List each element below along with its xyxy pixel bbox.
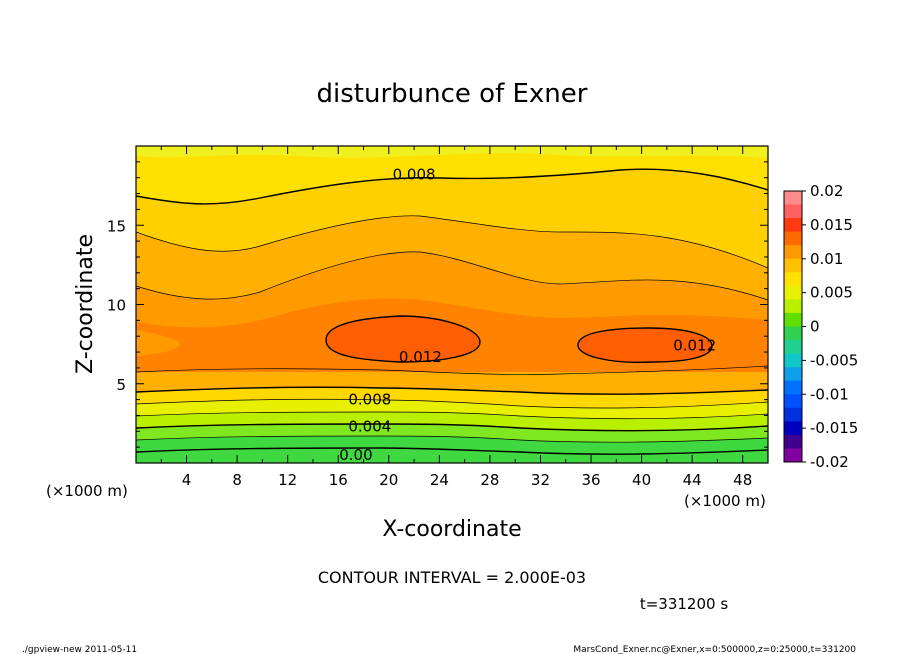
x-tick-label: 20 (379, 471, 398, 489)
x-tick-label: 48 (733, 471, 752, 489)
colorbar-swatch (784, 421, 802, 436)
contour-label: 0.00 (339, 446, 372, 464)
colorbar-swatch (784, 258, 802, 273)
colorbar-swatch (784, 448, 802, 463)
contour-label: 0.012 (399, 348, 442, 366)
contour-label: 0.012 (673, 337, 716, 355)
colorbar-swatch (784, 340, 802, 355)
colorbar-swatch (784, 312, 802, 327)
x-unit-right: (×1000 m) (684, 492, 766, 510)
contour-labels: 0.008 0.012 0.012 0.008 0.004 0.00 (339, 166, 716, 465)
colorbar-swatch (784, 367, 802, 382)
x-tick-label: 24 (430, 471, 449, 489)
colorbar-swatch (784, 191, 802, 206)
x-tick-label: 16 (329, 471, 348, 489)
colorbar-label: -0.02 (810, 453, 849, 471)
colorbar-label: -0.005 (810, 351, 858, 369)
footer-right: MarsCond_Exner.nc@Exner,x=0:500000,z=0:2… (573, 645, 856, 654)
y-axis-label: Z-coordinate (73, 234, 98, 374)
footer-left: ./gpview-new 2011-05-11 (22, 645, 137, 654)
x-tick-label: 28 (480, 471, 499, 489)
contour-label: 0.004 (348, 418, 391, 436)
colorbar-swatch (784, 245, 802, 260)
colorbar-swatch (784, 326, 802, 341)
y-axis: 5 10 15 (107, 161, 768, 448)
colorbar-label: 0 (810, 318, 820, 336)
contour-label: 0.008 (393, 166, 436, 184)
x-tick-label: 8 (232, 471, 242, 489)
colorbar-label: 0.005 (810, 284, 853, 302)
colorbar-swatch (784, 299, 802, 314)
x-tick-label: 12 (278, 471, 297, 489)
colorbar: 0.02 0.015 0.01 0.005 0 -0.005 -0.01 -0.015 -0.0… (783, 182, 858, 471)
x-unit-left: (×1000 m) (46, 482, 128, 500)
x-tick-label: 32 (531, 471, 550, 489)
colorbar-swatch (784, 407, 802, 422)
x-tick-label: 40 (632, 471, 651, 489)
y-tick-label: 10 (107, 297, 126, 315)
y-tick-label: 5 (116, 376, 126, 394)
time-label: t=331200 s (640, 595, 728, 613)
colorbar-label: 0.015 (810, 216, 853, 234)
colorbar-swatch (784, 285, 802, 300)
colorbar-label: 0.01 (810, 250, 843, 268)
colorbar-label: -0.01 (810, 385, 849, 403)
x-tick-label: 4 (182, 471, 192, 489)
chart-title: disturbunce of Exner (317, 79, 588, 109)
x-axis-label: X-coordinate (382, 517, 521, 542)
colorbar-swatch (784, 380, 802, 395)
y-tick-label: 15 (107, 217, 126, 235)
colorbar-swatch (784, 394, 802, 409)
x-axis: 4 8 12 16 20 24 28 32 36 40 44 48 (160, 146, 752, 489)
contour-fill (136, 146, 768, 463)
x-tick-label: 36 (581, 471, 600, 489)
colorbar-label: -0.015 (810, 419, 858, 437)
contour-interval: CONTOUR INTERVAL = 2.000E-03 (318, 568, 586, 587)
colorbar-swatch (784, 434, 802, 449)
colorbar-swatch (784, 353, 802, 368)
x-tick-label: 44 (683, 471, 702, 489)
colorbar-swatch (784, 218, 802, 233)
colorbar-swatch (784, 272, 802, 287)
colorbar-label: 0.02 (810, 182, 843, 200)
colorbar-swatch (784, 231, 802, 246)
colorbar-swatch (784, 204, 802, 219)
contour-label: 0.008 (348, 391, 391, 409)
contour-lines (136, 168, 768, 455)
